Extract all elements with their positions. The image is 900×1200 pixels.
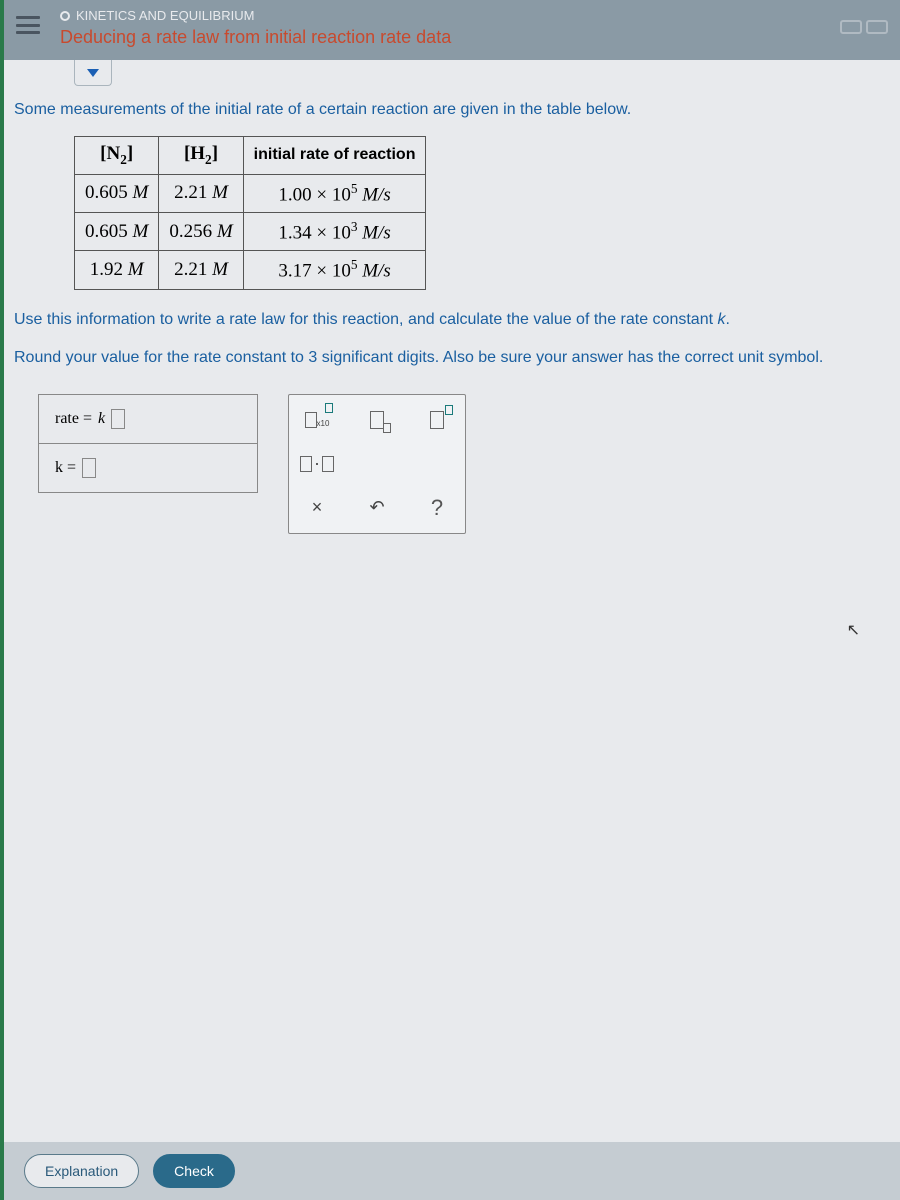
tool-palette: x10 ·: [288, 394, 466, 534]
answer-boxes: rate = k k =: [38, 394, 258, 493]
cell-rate: 1.00 × 105 M/s: [243, 174, 426, 212]
circle-indicator-icon: [60, 11, 70, 21]
instruction-1: Some measurements of the initial rate of…: [14, 98, 890, 122]
k-answer-row[interactable]: k =: [39, 444, 257, 492]
k-label: k =: [55, 459, 76, 477]
rate-k: k: [98, 410, 105, 428]
cell-h2: 0.256 M: [159, 213, 243, 251]
cell-h2: 2.21 M: [159, 251, 243, 289]
chapter-text: KINETICS AND EQUILIBRIUM: [76, 8, 254, 23]
tool-x10-power[interactable]: x10: [299, 405, 335, 435]
cell-rate: 1.34 × 103 M/s: [243, 213, 426, 251]
bottom-bar: Explanation Check: [4, 1142, 900, 1200]
table-row: 1.92 M 2.21 M 3.17 × 105 M/s: [75, 251, 426, 289]
header-rate: initial rate of reaction: [243, 137, 426, 175]
table-row: 0.605 M 2.21 M 1.00 × 105 M/s: [75, 174, 426, 212]
page-header: KINETICS AND EQUILIBRIUM Deducing a rate…: [4, 0, 900, 60]
chapter-label: KINETICS AND EQUILIBRIUM: [60, 8, 824, 23]
header-h2: [H2]: [159, 137, 243, 175]
rate-input[interactable]: [111, 409, 125, 429]
cursor-icon: ↖: [847, 620, 860, 640]
window-button-2[interactable]: [866, 20, 888, 34]
k-input[interactable]: [82, 458, 96, 478]
instruction-3: Round your value for the rate constant t…: [14, 346, 890, 370]
chevron-down-icon: [87, 69, 99, 77]
undo-icon: ↶: [369, 497, 384, 518]
table-header-row: [N2] [H2] initial rate of reaction: [75, 137, 426, 175]
help-icon: ?: [431, 495, 443, 521]
table-row: 0.605 M 0.256 M 1.34 × 103 M/s: [75, 213, 426, 251]
explanation-button[interactable]: Explanation: [24, 1154, 139, 1188]
cell-rate: 3.17 × 105 M/s: [243, 251, 426, 289]
rate-answer-row[interactable]: rate = k: [39, 395, 257, 444]
instruction-2: Use this information to write a rate law…: [14, 308, 890, 332]
tool-clear[interactable]: ×: [299, 493, 335, 523]
cell-h2: 2.21 M: [159, 174, 243, 212]
tool-multiply[interactable]: ·: [299, 449, 335, 479]
menu-icon[interactable]: [16, 16, 40, 34]
cell-n2: 1.92 M: [75, 251, 159, 289]
header-controls: [840, 20, 888, 34]
topic-title: Deducing a rate law from initial reactio…: [60, 27, 824, 48]
rate-label: rate =: [55, 410, 92, 428]
tool-undo[interactable]: ↶: [359, 493, 395, 523]
tool-help[interactable]: ?: [419, 493, 455, 523]
data-table: [N2] [H2] initial rate of reaction 0.605…: [74, 136, 426, 290]
cell-n2: 0.605 M: [75, 213, 159, 251]
window-button-1[interactable]: [840, 20, 862, 34]
tool-superscript[interactable]: [419, 405, 455, 435]
x-icon: ×: [312, 497, 323, 518]
header-n2: [N2]: [75, 137, 159, 175]
dropdown-tab[interactable]: [74, 60, 112, 86]
tool-subscript[interactable]: [359, 405, 395, 435]
check-button[interactable]: Check: [153, 1154, 235, 1188]
cell-n2: 0.605 M: [75, 174, 159, 212]
